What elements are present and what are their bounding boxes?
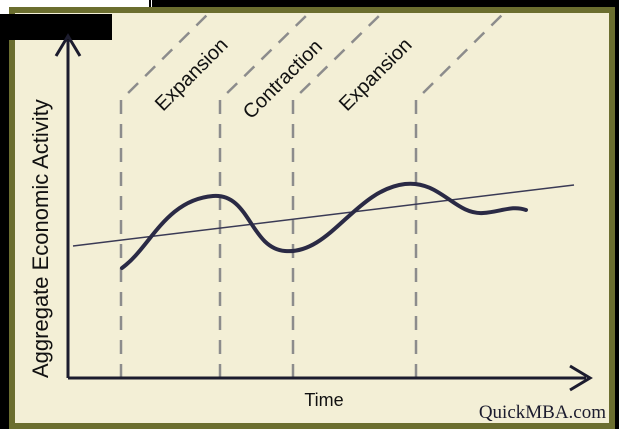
x-axis-label: Time [304, 390, 343, 410]
phase-divider-1 [119, 11, 211, 378]
phase-divider-3 [291, 11, 384, 378]
y-axis-label: Aggregate Economic Activity [28, 99, 53, 378]
top-left-black-band [0, 14, 112, 40]
x-axis-arrowhead [569, 364, 593, 392]
phase-dividers [119, 11, 506, 378]
diagram-panel [9, 7, 615, 429]
quickmba-watermark: QuickMBA.com [479, 402, 606, 423]
axes [54, 33, 593, 392]
phase-divider-2 [218, 11, 311, 378]
y-axis-arrowhead [54, 33, 82, 57]
phase-divider-4 [414, 11, 506, 378]
business-cycle-curve [120, 181, 528, 270]
trend-line [72, 184, 575, 247]
